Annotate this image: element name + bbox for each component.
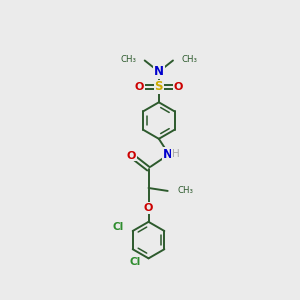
Text: CH₃: CH₃: [181, 55, 197, 64]
Text: Cl: Cl: [129, 257, 141, 267]
Text: S: S: [154, 80, 163, 94]
Text: H: H: [172, 149, 180, 159]
Text: N: N: [163, 148, 173, 160]
Text: O: O: [127, 151, 136, 160]
Text: CH₃: CH₃: [121, 55, 136, 64]
Text: N: N: [154, 65, 164, 78]
Text: CH₃: CH₃: [177, 186, 194, 195]
Text: O: O: [144, 203, 153, 213]
Text: Cl: Cl: [112, 222, 123, 233]
Text: O: O: [135, 82, 144, 92]
Text: O: O: [174, 82, 183, 92]
